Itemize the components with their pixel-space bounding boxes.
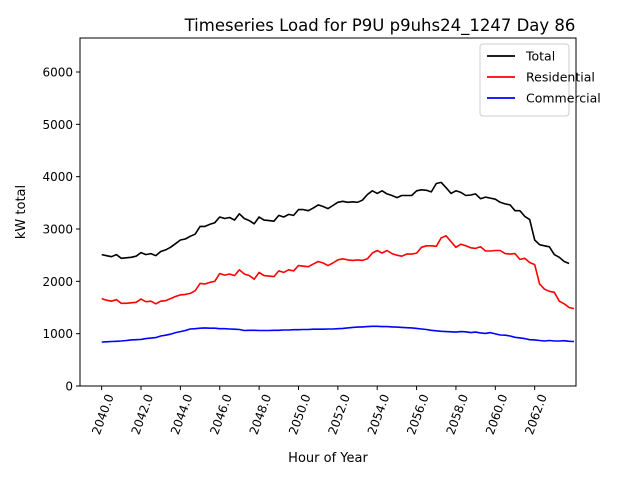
legend-label-total: Total: [525, 49, 555, 64]
y-axis-label: kW total: [14, 185, 29, 239]
legend: Total Residential Commercial: [479, 43, 601, 117]
x-axis-label: Hour of Year: [288, 451, 368, 466]
y-tick-label: 1000: [42, 327, 73, 341]
y-tick-label: 5000: [42, 118, 73, 132]
legend-label-residential: Residential: [526, 70, 595, 85]
y-tick-label: 4000: [42, 170, 73, 184]
series-lines: [101, 181, 575, 343]
series-line-residential: [101, 235, 575, 310]
y-axis-ticks: 0 1000 2000 3000 4000 5000 6000: [42, 66, 80, 394]
series-line-commercial: [101, 325, 575, 343]
y-tick-label: 2000: [42, 275, 73, 289]
plot-frame: [79, 37, 577, 387]
chart-title: Timeseries Load for P9U p9uhs24_1247 Day…: [184, 16, 576, 36]
y-tick-label: 6000: [42, 66, 73, 80]
y-tick-label: 0: [65, 380, 73, 394]
legend-label-commercial: Commercial: [526, 91, 601, 106]
series-line-total: [101, 181, 570, 265]
y-tick-label: 3000: [42, 223, 73, 237]
